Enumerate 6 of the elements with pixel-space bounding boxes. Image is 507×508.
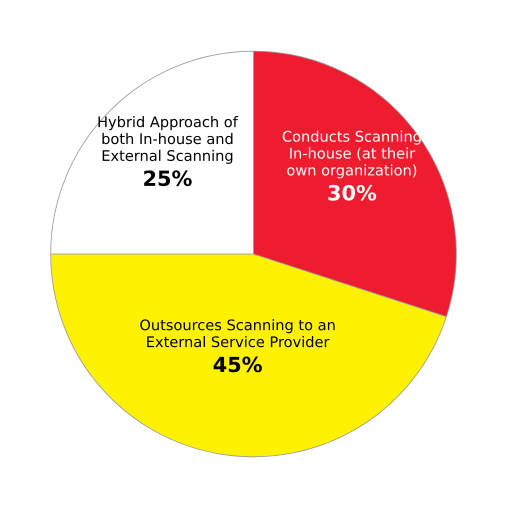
data-label: 30% [328, 184, 376, 201]
slice-label: Outsources Scanning to an External Service Provider [140, 319, 335, 348]
data-label: 25% [144, 170, 192, 186]
slice-label: Hybrid Approach of both In-house and External Scanning [98, 116, 238, 164]
data-label: 45% [214, 356, 262, 372]
slice-label: Conducts Scanning In-house (at their own organization) [282, 130, 421, 178]
